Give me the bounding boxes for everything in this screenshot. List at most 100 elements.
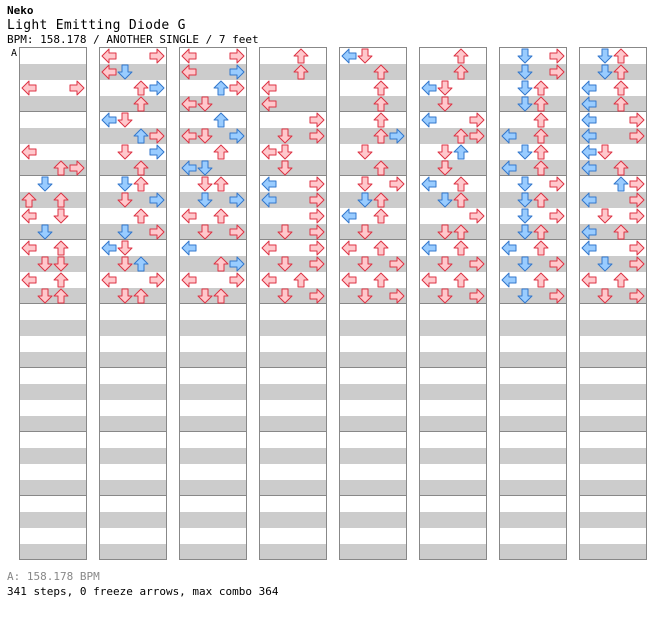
arrow-left-icon <box>581 192 597 208</box>
arrow-right-icon <box>549 48 565 64</box>
arrow-up-icon <box>213 176 229 192</box>
measure-line <box>500 431 566 432</box>
arrow-left-icon <box>261 192 277 208</box>
arrow-down-icon <box>597 288 613 304</box>
arrow-up-icon <box>293 64 309 80</box>
measure-line <box>20 303 86 304</box>
arrow-up-icon <box>613 224 629 240</box>
arrow-down-icon <box>117 64 133 80</box>
arrow-left-icon <box>581 240 597 256</box>
artist-name: Neko <box>7 4 34 17</box>
arrow-up-icon <box>613 48 629 64</box>
arrow-up-icon <box>213 112 229 128</box>
measure-line <box>100 111 166 112</box>
arrow-left-icon <box>101 48 117 64</box>
arrow-down-icon <box>517 96 533 112</box>
arrow-left-icon <box>21 80 37 96</box>
chart-header: Neko Light Emitting Diode G BPM: 158.178… <box>7 4 259 46</box>
arrow-down-icon <box>517 224 533 240</box>
measure-line <box>340 239 406 240</box>
arrow-up-icon <box>613 176 629 192</box>
arrow-left-icon <box>181 64 197 80</box>
arrow-up-icon <box>453 192 469 208</box>
arrow-down-icon <box>597 48 613 64</box>
measure-line <box>100 367 166 368</box>
measure-line <box>580 367 646 368</box>
measure-line <box>580 111 646 112</box>
measure-line <box>500 495 566 496</box>
measure-line <box>180 239 246 240</box>
measure-line <box>260 367 326 368</box>
arrow-down-icon <box>357 256 373 272</box>
measure-line <box>580 431 646 432</box>
arrow-right-icon <box>309 176 325 192</box>
arrow-down-icon <box>357 48 373 64</box>
measure-line <box>340 495 406 496</box>
measure-line <box>260 303 326 304</box>
measure-line <box>580 495 646 496</box>
arrow-up-icon <box>613 64 629 80</box>
arrow-down-icon <box>517 192 533 208</box>
arrow-down-icon <box>197 288 213 304</box>
arrow-down-icon <box>53 256 69 272</box>
measure-line <box>340 431 406 432</box>
chart-column <box>499 47 567 560</box>
arrow-up-icon <box>53 288 69 304</box>
footer-bpm: A: 158.178 BPM <box>7 570 100 583</box>
arrow-down-icon <box>117 112 133 128</box>
arrow-up-icon <box>453 176 469 192</box>
arrow-right-icon <box>149 80 165 96</box>
arrow-left-icon <box>421 80 437 96</box>
arrow-up-icon <box>133 80 149 96</box>
arrow-right-icon <box>229 272 245 288</box>
tempo-marker: A <box>11 48 18 59</box>
arrow-down-icon <box>37 256 53 272</box>
arrow-left-icon <box>21 144 37 160</box>
arrow-down-icon <box>117 192 133 208</box>
arrow-left-icon <box>181 128 197 144</box>
arrow-up-icon <box>533 128 549 144</box>
arrow-down-icon <box>517 80 533 96</box>
arrow-up-icon <box>213 288 229 304</box>
arrow-right-icon <box>309 112 325 128</box>
arrow-up-icon <box>533 240 549 256</box>
arrow-up-icon <box>453 144 469 160</box>
measure-line <box>340 175 406 176</box>
arrow-down-icon <box>437 144 453 160</box>
arrow-down-icon <box>517 144 533 160</box>
arrow-down-icon <box>517 288 533 304</box>
arrow-down-icon <box>517 48 533 64</box>
arrow-left-icon <box>101 240 117 256</box>
arrow-up-icon <box>133 288 149 304</box>
arrow-down-icon <box>437 192 453 208</box>
arrow-right-icon <box>469 208 485 224</box>
measure-line <box>20 239 86 240</box>
arrow-down-icon <box>517 64 533 80</box>
arrow-up-icon <box>453 128 469 144</box>
arrow-down-icon <box>277 144 293 160</box>
arrow-right-icon <box>309 208 325 224</box>
arrow-left-icon <box>581 128 597 144</box>
arrow-down-icon <box>117 144 133 160</box>
arrow-down-icon <box>117 288 133 304</box>
measure-line <box>100 431 166 432</box>
measure-line <box>20 367 86 368</box>
chart-column <box>259 47 327 560</box>
arrow-down-icon <box>197 96 213 112</box>
arrow-up-icon <box>293 272 309 288</box>
arrow-up-icon <box>133 96 149 112</box>
arrow-right-icon <box>149 192 165 208</box>
arrow-up-icon <box>533 80 549 96</box>
measure-line <box>500 239 566 240</box>
measure-line <box>420 111 486 112</box>
measure-line <box>420 239 486 240</box>
arrow-left-icon <box>181 160 197 176</box>
arrow-right-icon <box>549 208 565 224</box>
arrow-left-icon <box>181 48 197 64</box>
arrow-left-icon <box>21 208 37 224</box>
arrow-left-icon <box>501 160 517 176</box>
measure-line <box>420 303 486 304</box>
arrow-up-icon <box>373 128 389 144</box>
chart-column <box>579 47 647 560</box>
measure-line <box>340 111 406 112</box>
